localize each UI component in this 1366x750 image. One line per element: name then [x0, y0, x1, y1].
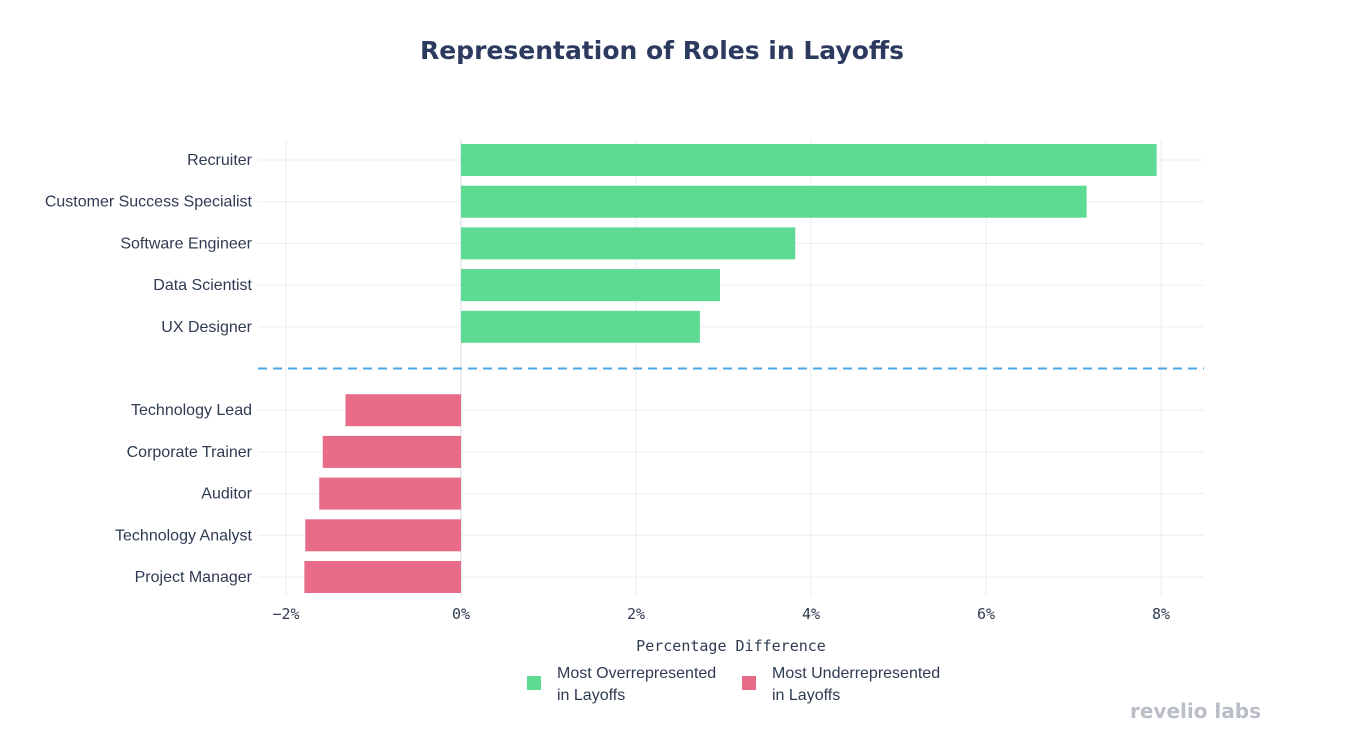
legend-swatch [742, 676, 756, 690]
category-label: UX Designer [161, 319, 252, 336]
category-label: Corporate Trainer [127, 444, 253, 461]
chart-title: Representation of Roles in Layoffs [420, 36, 904, 65]
legend-item[interactable]: Most Underrepresented in Layoffs [742, 665, 940, 704]
x-axis-title: Percentage Difference [636, 637, 826, 655]
bar[interactable] [461, 227, 796, 260]
bar[interactable] [319, 477, 461, 510]
x-tick-label: 0% [452, 605, 470, 623]
bar[interactable] [461, 144, 1157, 176]
bars-group [304, 144, 1157, 593]
category-label: Auditor [201, 486, 252, 503]
bar[interactable] [305, 519, 461, 552]
category-label: Data Scientist [153, 277, 252, 294]
x-tick-label: −2% [272, 605, 299, 623]
x-tick-label: 2% [627, 605, 645, 623]
bar[interactable] [345, 394, 462, 427]
legend-item[interactable]: Most Overrepresented in Layoffs [527, 665, 716, 704]
category-label: Project Manager [135, 569, 253, 586]
bar[interactable] [304, 561, 461, 593]
category-labels: Recruiter Customer Success Specialist Soft… [45, 152, 253, 586]
x-tick-label: 6% [977, 605, 995, 623]
revelio-labs-logo: revelio labs [1130, 699, 1261, 723]
x-tick-label: 8% [1152, 605, 1170, 623]
category-label: Technology Lead [131, 402, 252, 419]
legend-label: Most Overrepresented [557, 665, 716, 682]
bar[interactable] [322, 435, 461, 468]
x-tick-label: 4% [802, 605, 820, 623]
category-label: Customer Success Specialist [45, 194, 253, 211]
x-tick-labels: −2% 0% 2% 4% 6% 8% [272, 605, 1170, 623]
legend-swatch [527, 676, 541, 690]
category-label: Technology Analyst [115, 527, 253, 544]
bar[interactable] [461, 185, 1087, 218]
legend-label: in Layoffs [772, 687, 840, 704]
bar[interactable] [461, 269, 720, 302]
bar[interactable] [461, 310, 700, 343]
category-label: Software Engineer [120, 235, 252, 252]
category-label: Recruiter [187, 152, 253, 169]
legend-label: in Layoffs [557, 687, 625, 704]
legend-label: Most Underrepresented [772, 665, 940, 682]
